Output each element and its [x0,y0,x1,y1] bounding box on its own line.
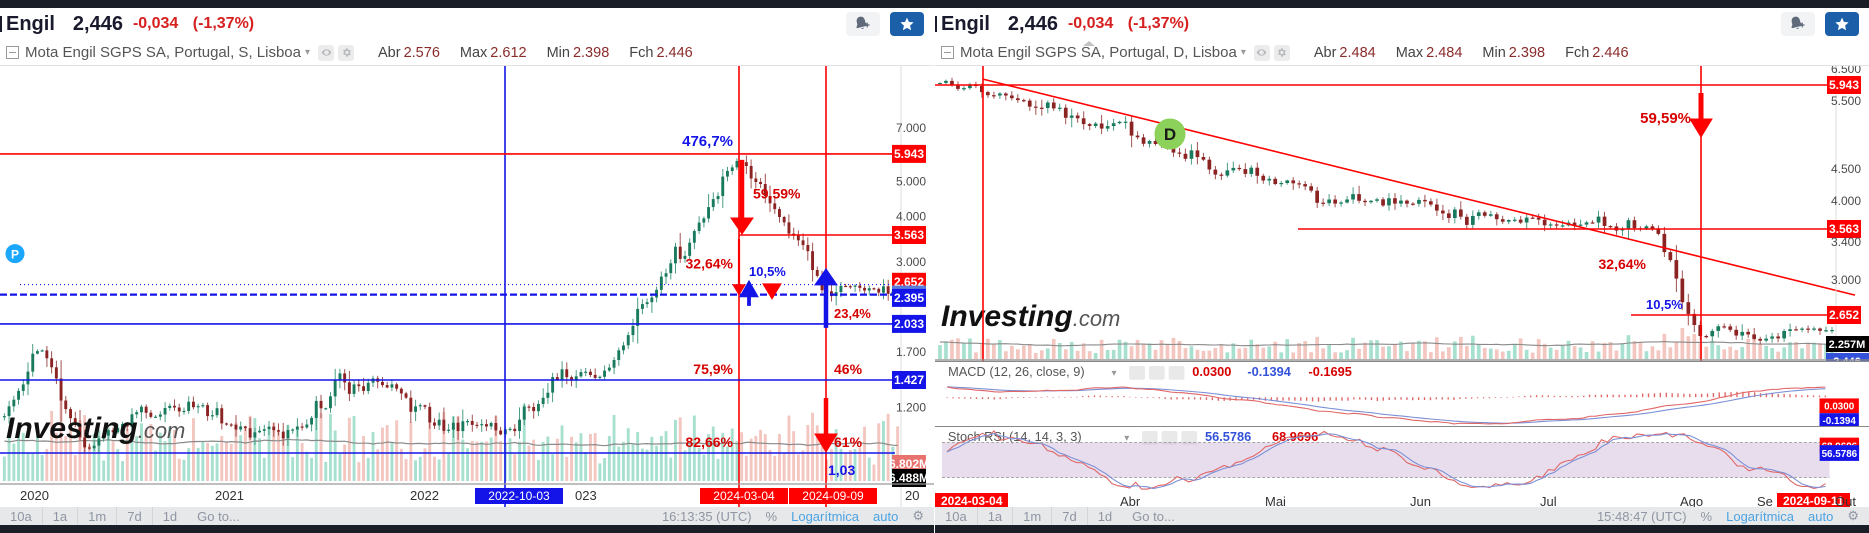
svg-text:1.427: 1.427 [894,373,924,387]
svg-text:61%: 61% [834,434,863,450]
svg-text:5.000: 5.000 [896,174,926,188]
svg-text:2022: 2022 [410,488,439,503]
svg-text:2024-09-09: 2024-09-09 [802,489,864,503]
svg-text:MACD (12, 26, close, 9): MACD (12, 26, close, 9) [948,364,1085,379]
svg-text:2021: 2021 [215,488,244,503]
svg-text:1.700: 1.700 [896,345,926,359]
svg-text:-0.1394: -0.1394 [1247,364,1291,379]
svg-text:023: 023 [575,488,597,503]
svg-text:2020: 2020 [20,488,49,503]
svg-text:5.943: 5.943 [1829,78,1859,92]
svg-text:32,64%: 32,64% [686,255,734,271]
svg-text:3.563: 3.563 [894,228,924,242]
svg-text:5.500: 5.500 [1831,94,1861,108]
svg-text:23,4%: 23,4% [834,306,871,321]
svg-text:6.500: 6.500 [1831,66,1861,76]
svg-text:476,7%: 476,7% [682,133,733,150]
svg-text:1.200: 1.200 [896,400,926,414]
svg-text:3.400: 3.400 [1831,235,1861,249]
svg-text:6.802M: 6.802M [889,457,929,471]
svg-text:32,64%: 32,64% [1599,256,1647,272]
svg-text:75,9%: 75,9% [693,361,733,377]
svg-text:56.5786: 56.5786 [1205,429,1251,444]
svg-text:0.0300: 0.0300 [1824,401,1855,412]
svg-text:-0.1695: -0.1695 [1308,364,1351,379]
svg-text:▾: ▾ [1112,368,1117,379]
svg-text:2.033: 2.033 [894,317,924,331]
svg-text:3.563: 3.563 [1829,222,1859,236]
svg-text:2024-03-04: 2024-03-04 [713,489,775,503]
svg-text:59,59%: 59,59% [753,185,801,201]
svg-text:4.000: 4.000 [1831,194,1861,208]
svg-text:7.000: 7.000 [896,121,926,135]
svg-text:10,5%: 10,5% [1646,297,1683,312]
svg-text:59,59%: 59,59% [1640,110,1691,127]
svg-text:3.000: 3.000 [1831,273,1861,287]
svg-text:10,5%: 10,5% [749,264,786,279]
svg-text:Investing.com: Investing.com [6,412,185,445]
svg-text:2.395: 2.395 [894,291,924,305]
svg-text:6.488M: 6.488M [889,471,929,485]
svg-text:-0.1394: -0.1394 [1822,416,1856,426]
svg-text:P: P [11,248,19,262]
svg-text:D: D [1164,125,1176,144]
svg-text:5.943: 5.943 [894,147,924,161]
svg-text:0.0300: 0.0300 [1192,364,1231,379]
svg-text:Investing.com: Investing.com [941,300,1120,333]
svg-text:82,66%: 82,66% [686,434,734,450]
svg-text:4.500: 4.500 [1831,162,1861,176]
svg-text:2.257M: 2.257M [1829,339,1866,351]
svg-text:2.652: 2.652 [1829,308,1859,322]
svg-text:1,03: 1,03 [828,462,855,478]
svg-text:46%: 46% [834,361,863,377]
svg-text:4.000: 4.000 [896,210,926,224]
svg-text:20: 20 [905,488,919,503]
svg-text:3.000: 3.000 [896,255,926,269]
svg-text:56.5786: 56.5786 [1822,449,1858,460]
svg-text:2022-10-03: 2022-10-03 [488,489,550,503]
